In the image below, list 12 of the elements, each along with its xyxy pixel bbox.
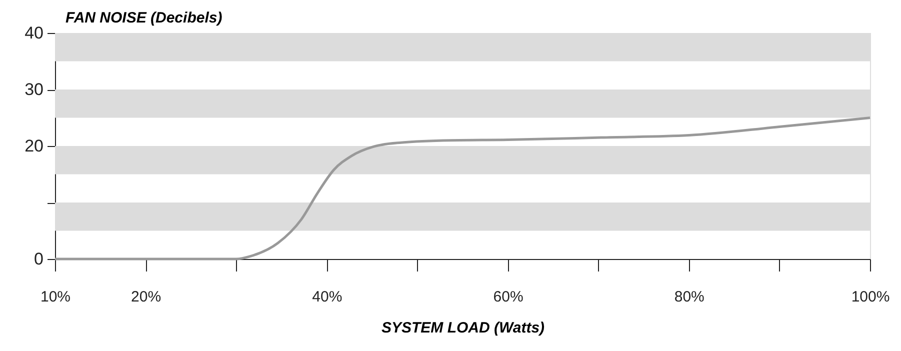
x-tick-label: 100% [851, 288, 890, 306]
x-tick-label: 40% [312, 288, 342, 306]
y-tick-label: 30 [24, 80, 44, 99]
y-axis-title: FAN NOISE (Decibels) [66, 10, 222, 26]
x-tick-label: 10% [40, 288, 71, 306]
y-tick-label: 0 [34, 250, 44, 268]
y-tick-label: 40 [24, 24, 44, 42]
x-tick-label: 80% [674, 288, 704, 306]
x-axis-title: SYSTEM LOAD (Watts) [381, 320, 545, 336]
x-tick-label: 60% [493, 288, 524, 306]
y-tick-label: 20 [24, 136, 44, 156]
x-tick-label: 20% [131, 288, 162, 306]
